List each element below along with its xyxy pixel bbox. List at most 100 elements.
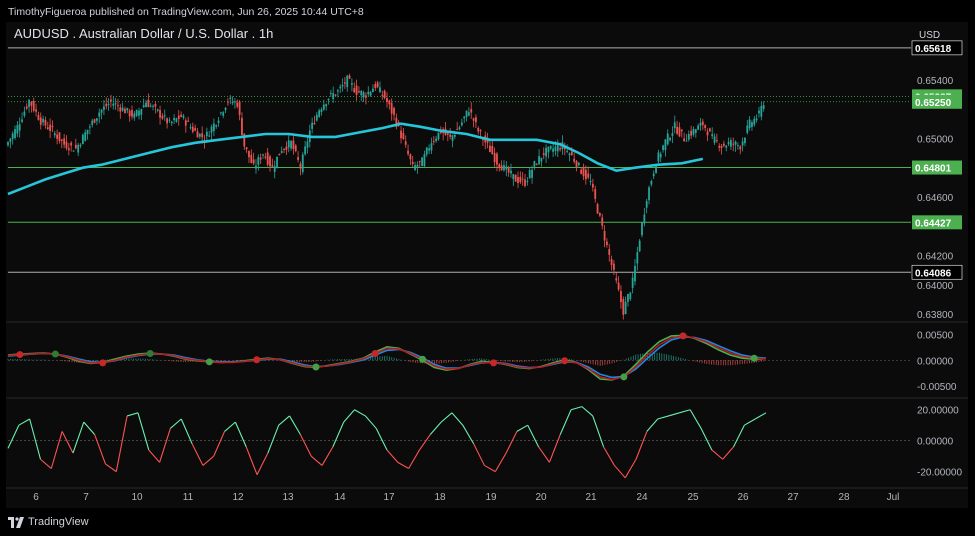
candle-body [367,91,370,95]
candle-body [538,156,540,165]
osc2-segment [624,458,637,479]
osc2-segment [570,406,583,411]
osc2-segment [115,415,128,472]
candle-body [159,110,161,118]
osc2-segment [289,415,301,435]
candle-body [514,174,517,182]
candle-body [7,141,9,146]
candle-body [74,144,77,149]
candle-body [332,93,335,100]
osc1-cross-marker [561,357,569,365]
candle-body [14,129,16,139]
candle-body [241,117,243,136]
x-tick-label: 12 [232,492,244,503]
osc2-segment [72,421,85,454]
chart-area[interactable]: AUDUSD . Australian Dollar / U.S. Dollar… [6,22,968,508]
candle-body [259,157,262,160]
x-tick-label: 25 [687,492,699,503]
tradingview-logo[interactable]: TradingView [8,516,89,528]
candle-body [615,278,618,281]
osc2-segment [408,449,420,469]
candle-body [311,122,314,129]
candle-body [748,119,751,128]
candle-body [678,127,681,137]
candle-body [409,154,412,160]
candle-body [617,282,620,290]
candle-body [722,143,725,146]
osc2-segment [635,431,648,460]
candle-body [711,134,714,137]
candle-body [683,138,686,142]
osc2-segment [516,424,529,432]
osc2-segment [700,428,713,451]
candle-body [734,141,737,145]
candle-body [762,105,765,109]
candle-body [620,290,622,303]
osc2-segment [137,412,150,451]
osc2-segment [191,443,204,466]
candle-body [245,147,248,150]
osc2-segment [126,412,139,417]
candle-body [493,153,496,163]
candle-body [346,75,349,88]
osc2-tick-label: -20.00000 [917,468,962,479]
candle-body [379,87,381,93]
candle-body [390,103,393,114]
osc2-segment [7,424,20,449]
candle-body [28,99,30,108]
candle-body [84,132,87,141]
candle-body [362,92,365,98]
osc1-cross-marker [205,358,213,366]
candle-body [725,145,728,148]
candle-body [666,133,669,145]
x-tick-label: 6 [33,492,39,503]
x-tick-label: 26 [737,492,749,503]
candle-body [482,138,484,140]
candle-body [154,103,157,107]
candle-body [252,159,255,164]
candle-body [400,130,402,139]
candle-body [760,105,763,117]
candle-body [37,115,40,120]
candle-body [39,117,42,125]
candle-body [404,141,407,145]
osc1-cross-marker [490,359,498,367]
candle-body [16,125,19,134]
candle-body [131,109,133,117]
osc1-tick-label: 0.00500 [917,330,954,341]
candle-body [608,249,611,255]
candle-body [138,110,140,116]
candle-body [196,131,199,138]
candle-body [489,145,491,153]
candle-body [451,135,454,141]
candle-body [334,94,337,96]
osc2-segment [332,421,345,448]
candle-body [643,214,646,224]
candle-body [650,180,653,185]
candle-body [63,138,66,145]
candle-body [706,131,709,136]
candle-body [177,115,180,119]
osc1-cross-marker [620,373,628,381]
candle-body [591,183,594,188]
candle-body [187,120,190,122]
candle-body [348,75,351,79]
candle-body [140,109,143,115]
candle-body [458,127,461,130]
osc2-segment [451,412,464,426]
candle-body [692,129,695,135]
candle-body [126,107,129,111]
osc2-segment [364,415,377,429]
candle-body [610,259,613,265]
candle-body [519,176,522,183]
x-tick-label: 11 [183,492,194,503]
candle-body [351,83,353,85]
candle-body [577,162,580,166]
candle-body [533,161,536,167]
candle-body [51,125,54,128]
candle-body [575,161,578,168]
candle-body [453,134,456,137]
candle-body [189,127,192,129]
candle-body [372,88,374,93]
candle-body [313,123,316,125]
